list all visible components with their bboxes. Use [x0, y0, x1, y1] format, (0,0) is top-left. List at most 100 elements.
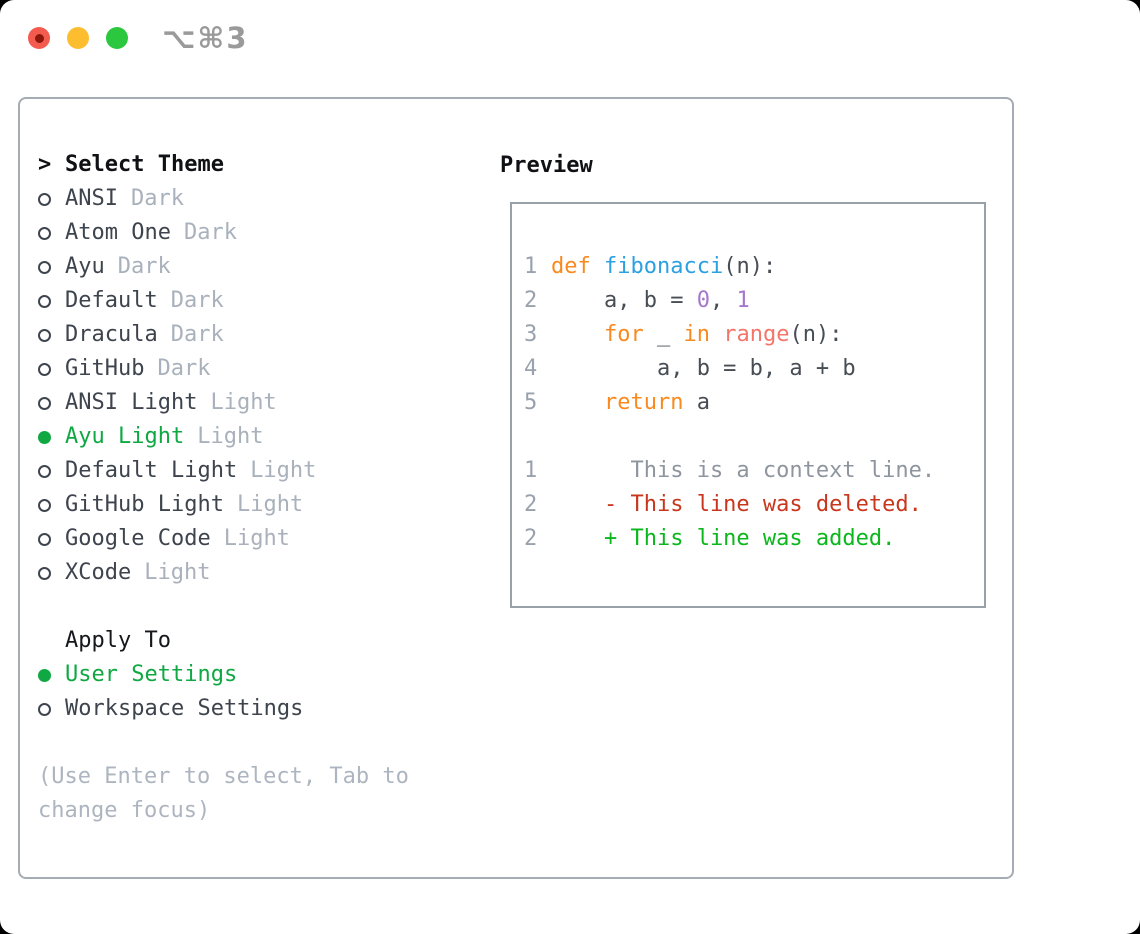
- token-function: fibonacci: [603, 254, 724, 279]
- diff-line: 2 - This line was deleted.: [524, 488, 984, 522]
- radio-icon: [38, 294, 65, 308]
- radio-icon: [38, 192, 65, 206]
- apply-to-title: Apply To: [65, 628, 171, 653]
- token-builtin: range: [723, 322, 790, 347]
- theme-variant-tag: Light: [250, 458, 317, 483]
- token-plain: (n):: [789, 322, 843, 347]
- apply-option[interactable]: User Settings: [38, 658, 490, 692]
- titlebar: ⌥⌘3: [28, 21, 249, 55]
- theme-variant-tag: Dark: [157, 356, 211, 381]
- item-label: ANSI Light: [65, 390, 198, 415]
- line-number: 1: [524, 254, 538, 279]
- radio-selected-icon: [38, 430, 65, 444]
- select-theme-header-row: > Select Theme: [38, 148, 490, 182]
- item-label: User Settings: [65, 662, 238, 687]
- token-number: 1: [736, 288, 750, 313]
- token-plain: a, b =: [551, 288, 697, 313]
- theme-item[interactable]: Ayu Dark: [38, 250, 490, 284]
- preview-pane: 1 def fibonacci(n): 2 a, b = 0, 1 3 for _ i…: [510, 202, 986, 608]
- window-title: ⌥⌘3: [162, 21, 249, 55]
- radio-icon: [38, 328, 65, 342]
- token-plain: _: [643, 322, 684, 347]
- token-keyword: for: [603, 322, 644, 347]
- theme-item[interactable]: Default Light Light: [38, 454, 490, 488]
- token-plain: a, b = b, a + b: [551, 356, 856, 381]
- theme-variant-tag: Light: [144, 560, 211, 585]
- radio-icon: [38, 464, 65, 478]
- preview-title: Preview: [500, 152, 593, 178]
- code-line: 1 def fibonacci(n):: [524, 250, 984, 284]
- theme-variant-tag: Dark: [170, 288, 224, 313]
- theme-item[interactable]: Default Dark: [38, 284, 490, 318]
- token-keyword: in: [683, 322, 710, 347]
- item-label: Google Code: [65, 526, 211, 551]
- item-label: Atom One: [65, 220, 171, 245]
- radio-selected-icon: [38, 668, 65, 682]
- token-plain: [551, 390, 604, 415]
- theme-variant-tag: Light: [210, 390, 277, 415]
- theme-item[interactable]: Google Code Light: [38, 522, 490, 556]
- code-line: 3 for _ in range(n):: [524, 318, 984, 352]
- line-number: 1: [524, 458, 538, 483]
- token-context: This is a context line.: [551, 458, 936, 483]
- minimize-button[interactable]: [67, 27, 89, 49]
- radio-icon: [38, 532, 65, 546]
- token-added: + This line was added.: [551, 526, 896, 551]
- token-plain: [551, 322, 604, 347]
- blank-line: [524, 420, 984, 454]
- token-plain: a: [683, 390, 710, 415]
- apply-option[interactable]: Workspace Settings: [38, 692, 490, 726]
- radio-icon: [38, 702, 65, 716]
- item-label: GitHub Light: [65, 492, 224, 517]
- theme-variant-tag: Dark: [183, 220, 237, 245]
- spacer: [38, 590, 490, 624]
- item-label: Ayu Light: [65, 424, 185, 449]
- theme-item[interactable]: Dracula Dark: [38, 318, 490, 352]
- code-line: 4 a, b = b, a + b: [524, 352, 984, 386]
- apply-to-header-row: Apply To: [38, 624, 490, 658]
- keyboard-hint: (Use Enter to select, Tab to change focu…: [38, 764, 409, 823]
- diff-line: 1 This is a context line.: [524, 454, 984, 488]
- apply-options-list: User Settings Workspace Settings: [38, 658, 490, 726]
- token-plain: [710, 322, 723, 347]
- item-label: Workspace Settings: [65, 696, 304, 721]
- item-label: Ayu: [65, 254, 105, 279]
- token-keyword: return: [603, 390, 684, 415]
- radio-icon: [38, 362, 65, 376]
- item-label: Default Light: [65, 458, 238, 483]
- theme-item[interactable]: ANSI Dark: [38, 182, 490, 216]
- radio-icon: [38, 260, 65, 274]
- radio-icon: [38, 226, 65, 240]
- radio-icon: [38, 396, 65, 410]
- theme-item[interactable]: GitHub Dark: [38, 352, 490, 386]
- modified-dot-icon: [34, 33, 44, 43]
- token-deleted: - This line was deleted.: [551, 492, 922, 517]
- zoom-button[interactable]: [106, 27, 128, 49]
- item-label: GitHub: [65, 356, 145, 381]
- token-number: 0: [696, 288, 710, 313]
- theme-variant-tag: Light: [223, 526, 290, 551]
- item-label: ANSI: [65, 186, 118, 211]
- close-button[interactable]: [28, 27, 50, 49]
- focus-caret-icon: >: [38, 152, 52, 177]
- item-label: Dracula: [65, 322, 158, 347]
- item-label: XCode: [65, 560, 132, 585]
- token-plain: ,: [709, 288, 737, 313]
- theme-item[interactable]: ANSI Light Light: [38, 386, 490, 420]
- theme-item[interactable]: Ayu Light Light: [38, 420, 490, 454]
- theme-item[interactable]: Atom One Dark: [38, 216, 490, 250]
- theme-item[interactable]: XCode Light: [38, 556, 490, 590]
- theme-variant-tag: Light: [236, 492, 304, 517]
- select-theme-title: Select Theme: [65, 152, 224, 177]
- theme-variant-tag: Dark: [117, 254, 171, 279]
- line-number: 2: [524, 492, 538, 517]
- line-number: 2: [524, 526, 538, 551]
- token-plain: (n):: [723, 254, 777, 279]
- line-number: 4: [524, 356, 538, 381]
- line-number: 3: [524, 322, 538, 347]
- theme-variant-tag: Dark: [130, 186, 184, 211]
- theme-item[interactable]: GitHub Light Light: [38, 488, 490, 522]
- radio-icon: [38, 566, 65, 580]
- line-number: 5: [524, 390, 538, 415]
